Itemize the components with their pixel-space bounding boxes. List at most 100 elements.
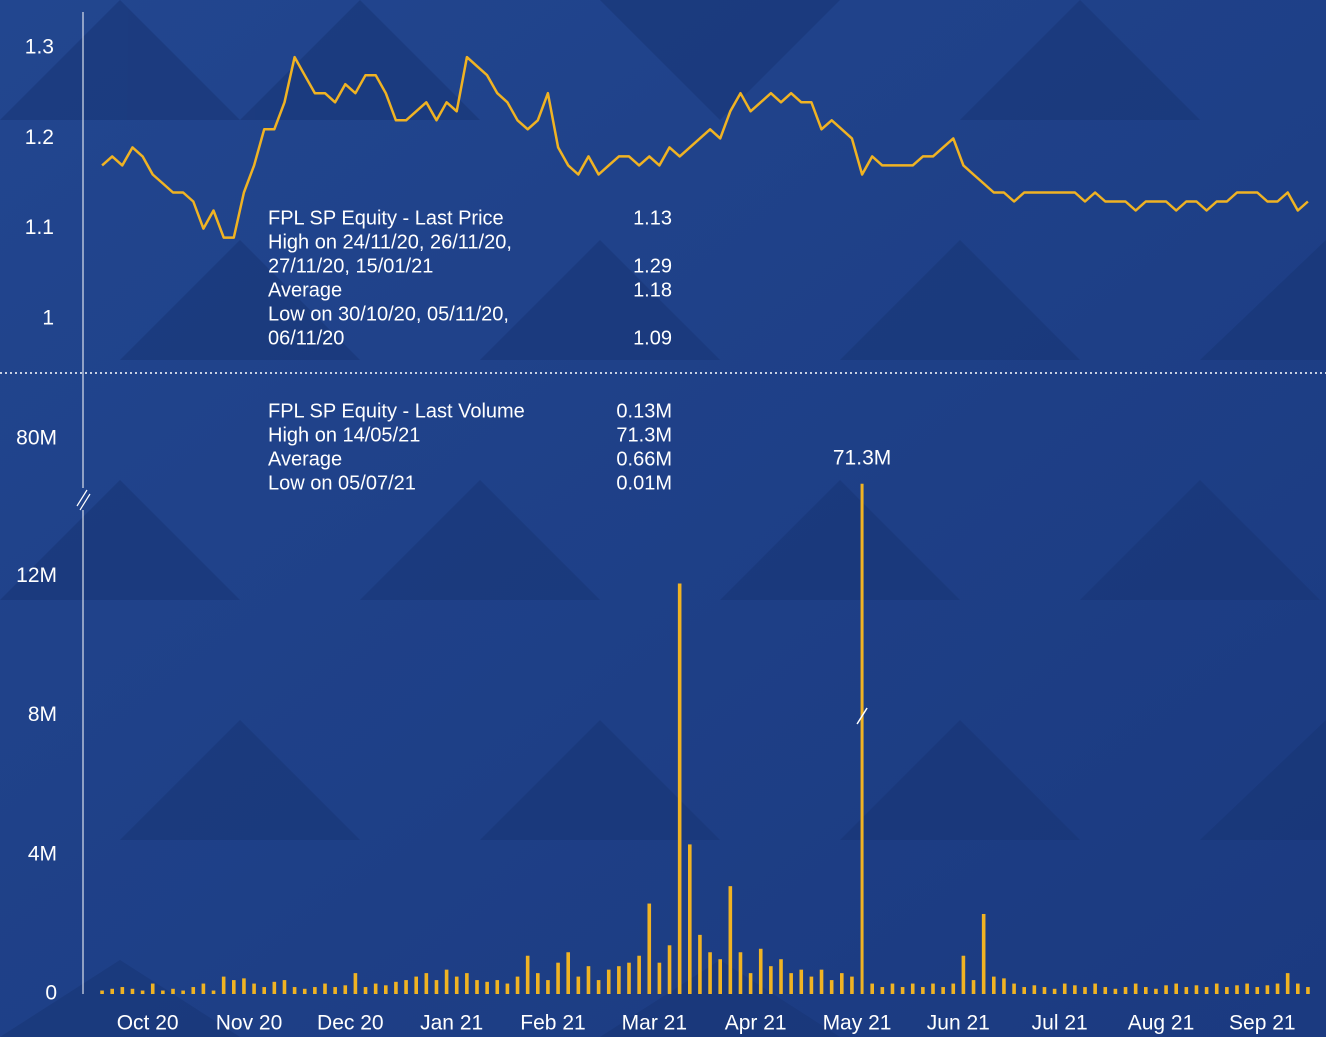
bar	[758, 948, 763, 994]
x-tick-label: May 21	[823, 1012, 892, 1035]
bar	[495, 980, 500, 994]
y-tick-label: 8M	[28, 703, 57, 726]
bar	[505, 983, 510, 994]
bar	[536, 973, 540, 994]
stat-value: 71.3M	[616, 424, 672, 446]
y-tick-label: 1	[42, 306, 54, 329]
bar	[698, 934, 702, 994]
bar	[394, 981, 398, 994]
bar	[667, 945, 672, 994]
bar	[323, 983, 327, 994]
bar	[860, 483, 864, 994]
bar	[606, 969, 611, 994]
bar	[586, 966, 591, 994]
axis-break	[76, 489, 91, 511]
bar	[1052, 988, 1057, 994]
bar	[1184, 987, 1189, 994]
value-label: 71.3M	[833, 446, 891, 469]
bar	[596, 980, 601, 994]
bar	[1214, 983, 1219, 994]
bar	[738, 952, 743, 994]
bar	[302, 988, 307, 994]
bar	[221, 976, 226, 994]
stat-value: 0.66M	[616, 448, 672, 470]
bar	[627, 962, 631, 994]
stat-value: 0.01M	[616, 472, 672, 494]
x-tick-label: Oct 20	[117, 1012, 179, 1035]
bar	[890, 983, 895, 994]
bar	[525, 955, 530, 994]
bar	[1062, 983, 1067, 994]
bar	[677, 583, 682, 994]
bar	[809, 976, 814, 994]
price-line	[101, 55, 1309, 239]
stat-value: 1.29	[633, 255, 672, 277]
bar	[799, 969, 804, 994]
stat-label: High on 24/11/20, 26/11/20,	[268, 231, 512, 253]
bar	[637, 955, 641, 994]
stat-label: Low on 05/07/21	[268, 472, 416, 494]
bar	[1103, 987, 1108, 994]
bar	[262, 987, 266, 994]
x-tick-label: Jun 21	[927, 1012, 990, 1035]
bar	[1255, 987, 1260, 994]
x-tick-label: Mar 21	[622, 1012, 687, 1035]
bar	[769, 966, 773, 994]
x-tick-label: Dec 20	[317, 1012, 384, 1035]
bar	[191, 987, 196, 994]
bar	[1113, 988, 1118, 994]
bar	[414, 976, 418, 994]
bar	[829, 980, 834, 994]
bar	[373, 983, 378, 994]
bar	[900, 987, 905, 994]
y-tick-label: 4M	[28, 842, 57, 865]
bar	[657, 962, 662, 994]
bar	[1275, 983, 1280, 994]
bar	[282, 980, 287, 994]
bar	[566, 952, 570, 994]
x-tick-label: Aug 21	[1128, 1012, 1195, 1035]
bar	[688, 844, 692, 994]
bar	[1083, 987, 1087, 994]
bar	[465, 973, 469, 994]
bar	[1245, 983, 1249, 994]
bar	[617, 966, 621, 994]
x-tick-label: Jan 21	[420, 1012, 483, 1035]
bar	[1154, 988, 1158, 994]
bar	[363, 987, 368, 994]
bar	[1133, 983, 1138, 994]
stat-label: Average	[268, 448, 342, 470]
bar	[120, 987, 125, 994]
bar	[1093, 983, 1097, 994]
bar	[424, 973, 429, 994]
bar	[333, 987, 337, 994]
bar	[1012, 983, 1016, 994]
bar	[252, 983, 256, 994]
stat-label: Average	[268, 279, 342, 301]
bar	[870, 983, 874, 994]
bar	[647, 903, 652, 994]
bar	[171, 988, 175, 994]
x-tick-label: Sep 21	[1229, 1012, 1296, 1035]
bar	[100, 990, 104, 994]
bar	[384, 985, 388, 994]
bar	[546, 980, 550, 994]
bar	[1265, 985, 1270, 994]
y-tick-label: 1.3	[25, 36, 54, 59]
bar	[454, 976, 459, 994]
bar	[130, 988, 135, 994]
bar	[910, 983, 915, 994]
bar-break	[856, 707, 868, 725]
bar	[515, 976, 520, 994]
bar	[343, 985, 348, 994]
bar	[242, 978, 246, 994]
bar	[992, 976, 996, 994]
bar	[961, 955, 966, 994]
bar	[404, 980, 408, 994]
bar	[951, 983, 956, 994]
bar	[880, 987, 885, 994]
y-tick-label: 0	[45, 982, 57, 1005]
